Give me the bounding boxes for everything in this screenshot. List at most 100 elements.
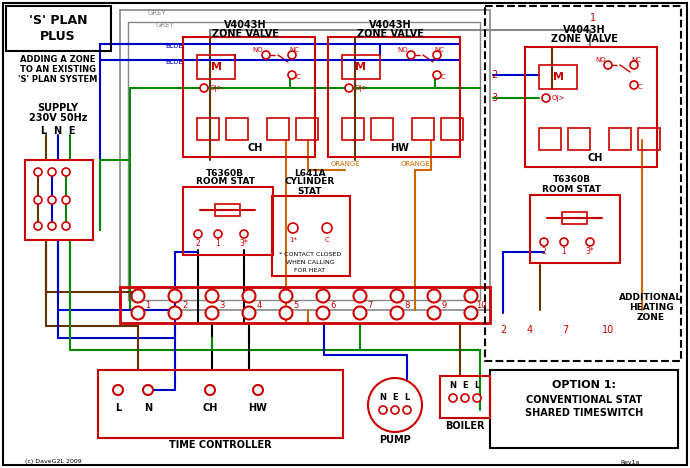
Bar [539,65,577,89]
Circle shape [391,406,399,414]
Text: ZONE VALVE: ZONE VALVE [357,29,424,39]
Text: M: M [355,62,366,72]
Text: N: N [449,380,457,389]
Text: N: N [380,394,386,402]
Circle shape [242,307,255,320]
Text: NO: NO [253,47,264,53]
Text: HW: HW [248,403,268,413]
Circle shape [461,394,469,402]
Text: CH: CH [202,403,217,413]
Circle shape [48,196,56,204]
Text: CH: CH [587,153,602,163]
Text: NO: NO [397,47,408,53]
Circle shape [240,230,248,238]
Bar [440,376,490,418]
Text: C: C [324,237,329,243]
Circle shape [464,290,477,302]
Bar [371,118,393,140]
Text: T6360B: T6360B [206,168,244,177]
Circle shape [630,61,638,69]
Text: NC: NC [434,47,444,53]
Text: E: E [462,380,468,389]
Text: N: N [144,403,152,413]
Text: 3*: 3* [586,248,594,256]
Circle shape [132,307,144,320]
Bar [441,118,463,140]
Circle shape [391,307,404,320]
Circle shape [288,223,298,233]
Text: V4043H: V4043H [562,25,605,35]
Text: 2: 2 [542,248,546,256]
Bar [120,287,490,323]
Bar [530,195,620,263]
Text: 7: 7 [562,325,568,335]
Circle shape [464,307,477,320]
Text: TIME CONTROLLER: TIME CONTROLLER [168,440,271,450]
Text: (c) DaveG2L 2009: (c) DaveG2L 2009 [25,460,81,465]
Text: C: C [295,74,300,80]
Text: ADDING A ZONE: ADDING A ZONE [20,56,96,65]
Text: 230V 50Hz: 230V 50Hz [29,113,87,123]
Text: HW: HW [391,143,409,153]
Circle shape [143,385,153,395]
Text: 3: 3 [491,93,497,103]
Bar [328,37,460,157]
Circle shape [353,307,366,320]
Circle shape [205,385,215,395]
Circle shape [206,307,219,320]
Circle shape [322,223,332,233]
Text: NC: NC [631,57,641,63]
Circle shape [391,290,404,302]
Circle shape [62,196,70,204]
Text: L641A: L641A [294,168,326,177]
Text: E: E [392,394,398,402]
Text: 1: 1 [562,248,566,256]
Circle shape [317,290,330,302]
Circle shape [345,84,353,92]
Text: 2: 2 [196,240,200,249]
Circle shape [132,290,144,302]
Circle shape [62,168,70,176]
Circle shape [168,307,181,320]
Text: 10: 10 [602,325,614,335]
Bar [562,212,587,224]
Circle shape [433,71,441,79]
Bar [197,55,235,79]
Text: 'S' PLAN: 'S' PLAN [29,15,87,28]
Circle shape [279,307,293,320]
Text: ZONE VALVE: ZONE VALVE [212,29,279,39]
Circle shape [288,51,296,59]
Text: NC: NC [289,47,299,53]
Circle shape [34,168,42,176]
Text: ORANGE: ORANGE [331,161,359,167]
Text: 1: 1 [215,240,220,249]
Circle shape [200,84,208,92]
Text: ROOM STAT: ROOM STAT [542,184,602,193]
Circle shape [262,51,270,59]
Text: FOR HEAT: FOR HEAT [295,269,326,273]
Circle shape [168,290,181,302]
Circle shape [630,81,638,89]
Bar [539,128,561,150]
Text: STAT: STAT [298,187,322,196]
Text: SHARED TIMESWITCH: SHARED TIMESWITCH [525,408,643,418]
Bar [296,118,318,140]
Circle shape [428,290,440,302]
Text: M: M [553,72,564,82]
Text: TO AN EXISTING: TO AN EXISTING [20,66,96,74]
Text: 2: 2 [500,325,506,335]
Text: 6: 6 [331,300,336,309]
Circle shape [407,51,415,59]
Text: 3: 3 [219,300,225,309]
Circle shape [214,230,222,238]
Circle shape [279,290,293,302]
Text: L: L [115,403,121,413]
Text: 8: 8 [404,300,410,309]
Text: V4043H: V4043H [368,20,411,30]
Text: ADDITIONAL: ADDITIONAL [620,293,682,302]
Bar [98,370,343,438]
Text: L: L [475,380,480,389]
Text: L: L [404,394,410,402]
Text: 2: 2 [491,70,497,80]
Circle shape [403,406,411,414]
